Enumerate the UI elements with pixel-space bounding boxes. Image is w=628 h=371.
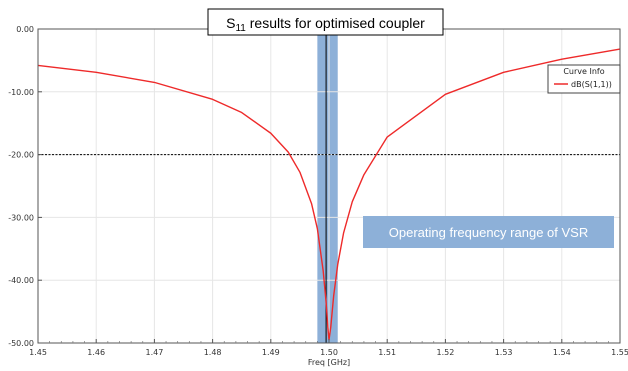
series-line-s11 — [37, 48, 621, 341]
y-tick-label: -20.00 — [8, 151, 34, 160]
annotation-box — [363, 216, 614, 248]
x-tick-label: 1.46 — [87, 348, 105, 357]
y-tick-label: -40.00 — [8, 276, 34, 285]
x-tick-label: 1.55 — [611, 348, 628, 357]
x-tick-label: 1.45 — [29, 348, 47, 357]
chart-title: S11 results for optimised coupler — [226, 15, 425, 34]
legend-box — [547, 64, 621, 94]
x-tick-label: 1.54 — [553, 348, 571, 357]
x-tick-label: 1.49 — [262, 348, 280, 357]
x-tick-label: 1.53 — [495, 348, 513, 357]
x-tick-label: 1.52 — [436, 348, 454, 357]
y-tick-label: -30.00 — [8, 213, 34, 222]
y-tick-label: -10.00 — [8, 88, 34, 97]
title-box — [207, 8, 444, 36]
legend-title: Curve Info — [563, 67, 604, 76]
operating-band — [317, 29, 338, 343]
x-tick-label: 1.48 — [204, 348, 222, 357]
legend-entry: dB(S(1,1)) — [571, 80, 612, 89]
y-tick-label: 0.00 — [16, 25, 34, 34]
annotation-text: Operating frequency range of VSR — [389, 225, 588, 240]
x-tick-label: 1.50 — [320, 348, 338, 357]
y-tick-label: -50.00 — [8, 339, 34, 348]
x-tick-label: 1.51 — [378, 348, 396, 357]
x-tick-label: 1.47 — [145, 348, 163, 357]
x-axis-label: Freq [GHz] — [308, 358, 350, 367]
